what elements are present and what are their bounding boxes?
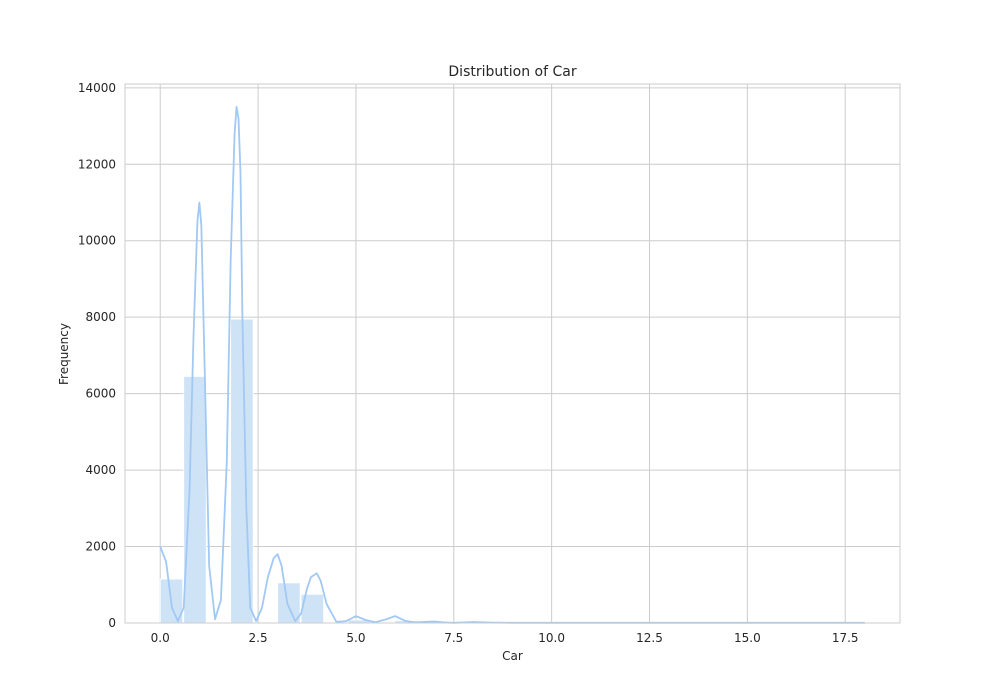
- x-tick-labels: 0.0 2.5 5.0 7.5 10.0 12.5 15.0 17.5: [151, 631, 859, 645]
- histogram-bars: [159, 318, 489, 624]
- kde-curve-group: [159, 106, 865, 624]
- y-tick-label: 4000: [85, 463, 116, 477]
- y-tick-label: 14000: [78, 81, 116, 95]
- kde-curve: [159, 106, 865, 624]
- y-tick-label: 8000: [85, 310, 116, 324]
- y-axis-label: Frequency: [57, 323, 71, 385]
- x-tick-label: 15.0: [734, 631, 761, 645]
- y-tick-label: 0: [108, 616, 116, 630]
- chart-title: Distribution of Car: [448, 64, 576, 80]
- x-tick-label: 5.0: [346, 631, 365, 645]
- y-tick-label: 6000: [85, 387, 116, 401]
- y-tick-label: 10000: [78, 234, 116, 248]
- y-tick-label: 12000: [78, 157, 116, 171]
- histogram-bar: [277, 582, 301, 624]
- x-tick-label: 0.0: [151, 631, 170, 645]
- x-tick-label: 17.5: [832, 631, 859, 645]
- y-tick-labels: 0 2000 4000 6000 8000 10000 12000 14000: [78, 81, 116, 630]
- x-tick-label: 12.5: [636, 631, 663, 645]
- grid-lines: [125, 84, 900, 624]
- x-tick-label: 10.0: [538, 631, 565, 645]
- y-tick-label: 2000: [85, 540, 116, 554]
- histogram-bar: [183, 376, 207, 624]
- x-axis-label: Car: [502, 649, 523, 663]
- x-tick-label: 2.5: [249, 631, 268, 645]
- plot-frame: [124, 83, 901, 624]
- x-tick-label: 7.5: [444, 631, 463, 645]
